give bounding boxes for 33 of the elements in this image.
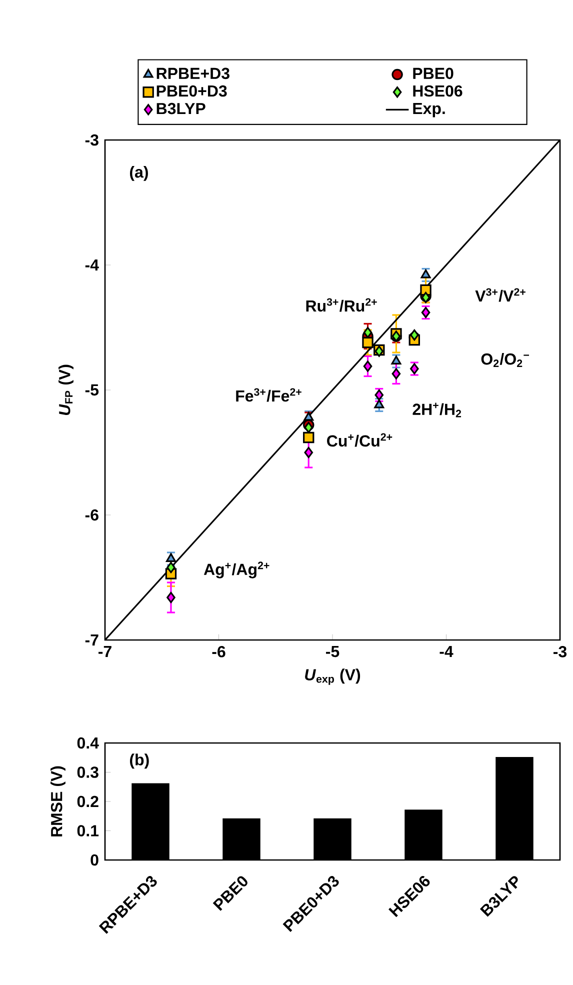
y-tick-label: -4: [85, 260, 99, 270]
y-tick-label: 0.4: [77, 737, 99, 749]
y-tick-label: 0.1: [77, 825, 99, 836]
annotation: (a): [130, 166, 148, 181]
y-tick-label: -5: [85, 384, 99, 396]
legend-label: Exp.: [413, 102, 445, 118]
y-tick-label: 0.2: [77, 796, 98, 808]
legend-label: PBE0: [413, 68, 454, 80]
x-tick-label: -4: [440, 646, 454, 657]
y-tick-label: -7: [85, 634, 98, 646]
annotation: Ag$^{+}$/Ag$^{2+}$: [204, 562, 270, 578]
x-tick-label: -6: [212, 646, 226, 658]
x-tick-label: -5: [326, 646, 340, 658]
x-tick-label: -3: [554, 646, 567, 658]
legend-label: B3LYP: [156, 102, 206, 114]
annotation: 2H$^{+}$/H$_{2}$: [412, 402, 462, 418]
y-tick-label: 0.3: [77, 766, 98, 778]
y-tick-label: 0: [90, 854, 98, 866]
annotation: Fe$^{3+}$/Fe$^{2+}$: [236, 388, 302, 402]
legend-label: RPBE+D3: [156, 68, 230, 80]
annotation: V$^{3+}$/V$^{2+}$: [475, 288, 526, 302]
x-tick-label: -7: [98, 646, 112, 657]
annotation: O$_{2}$/O$_{2}$−: [481, 353, 530, 367]
y-tick-label: -3: [85, 134, 98, 146]
y-axis-title: RMSE (V): [50, 766, 66, 836]
y-tick-label: -6: [85, 509, 98, 521]
y-axis-title: U$_{FP}$ (V): [58, 364, 74, 416]
legend-label: PBE0+D3: [156, 85, 227, 97]
legend-label: HSE06: [413, 85, 462, 97]
annotation: Ru$^{3+}$/Ru$^{2+}$: [306, 298, 377, 312]
annotation: (b): [130, 754, 149, 769]
x-axis-title: U$_{exp}$ (V): [305, 668, 360, 685]
annotation: Cu$^{+}$/Cu$^{2+}$: [327, 433, 392, 447]
